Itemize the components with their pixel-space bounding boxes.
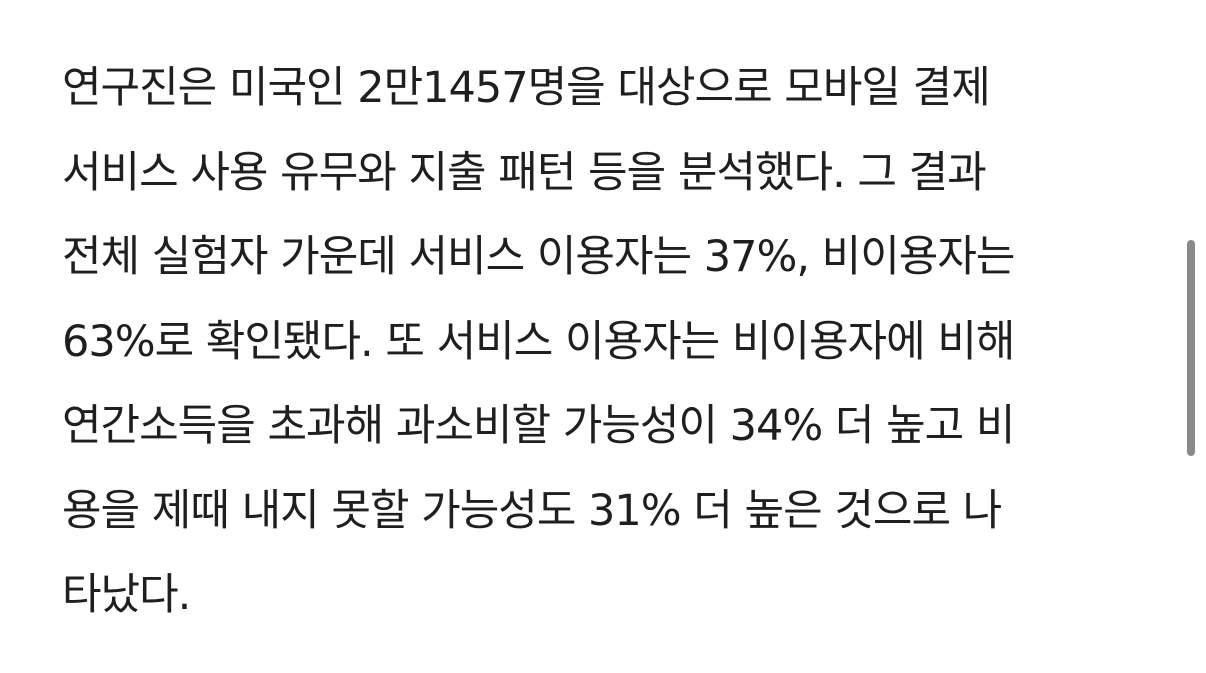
paragraph-line: 타났다.: [62, 570, 191, 620]
paragraph-line: 연간소득을 초과해 과소비할 가능성이 34% 더 높고 비: [62, 401, 1015, 451]
vertical-scrollbar[interactable]: [1187, 240, 1195, 456]
paragraph-line: 서비스 사용 유무와 지출 패턴 등을 분석했다. 그 결과: [62, 147, 987, 198]
paragraph-line: 용을 제때 내지 못할 가능성도 31% 더 높은 것으로 나: [62, 485, 1002, 536]
paragraph-line: 63%로 확인됐다. 또 서비스 이용자는 비이용자에 비해: [62, 316, 1015, 367]
paragraph-line: 전체 실험자 가운데 서비스 이용자는 37%, 비이용자는: [62, 232, 1015, 282]
paragraph-line: 연구진은 미국인 2만1457명을 대상으로 모바일 결제: [62, 63, 991, 113]
article-paragraph: 연구진은 미국인 2만1457명을 대상으로 모바일 결제 서비스 사용 유무와…: [62, 46, 1162, 638]
